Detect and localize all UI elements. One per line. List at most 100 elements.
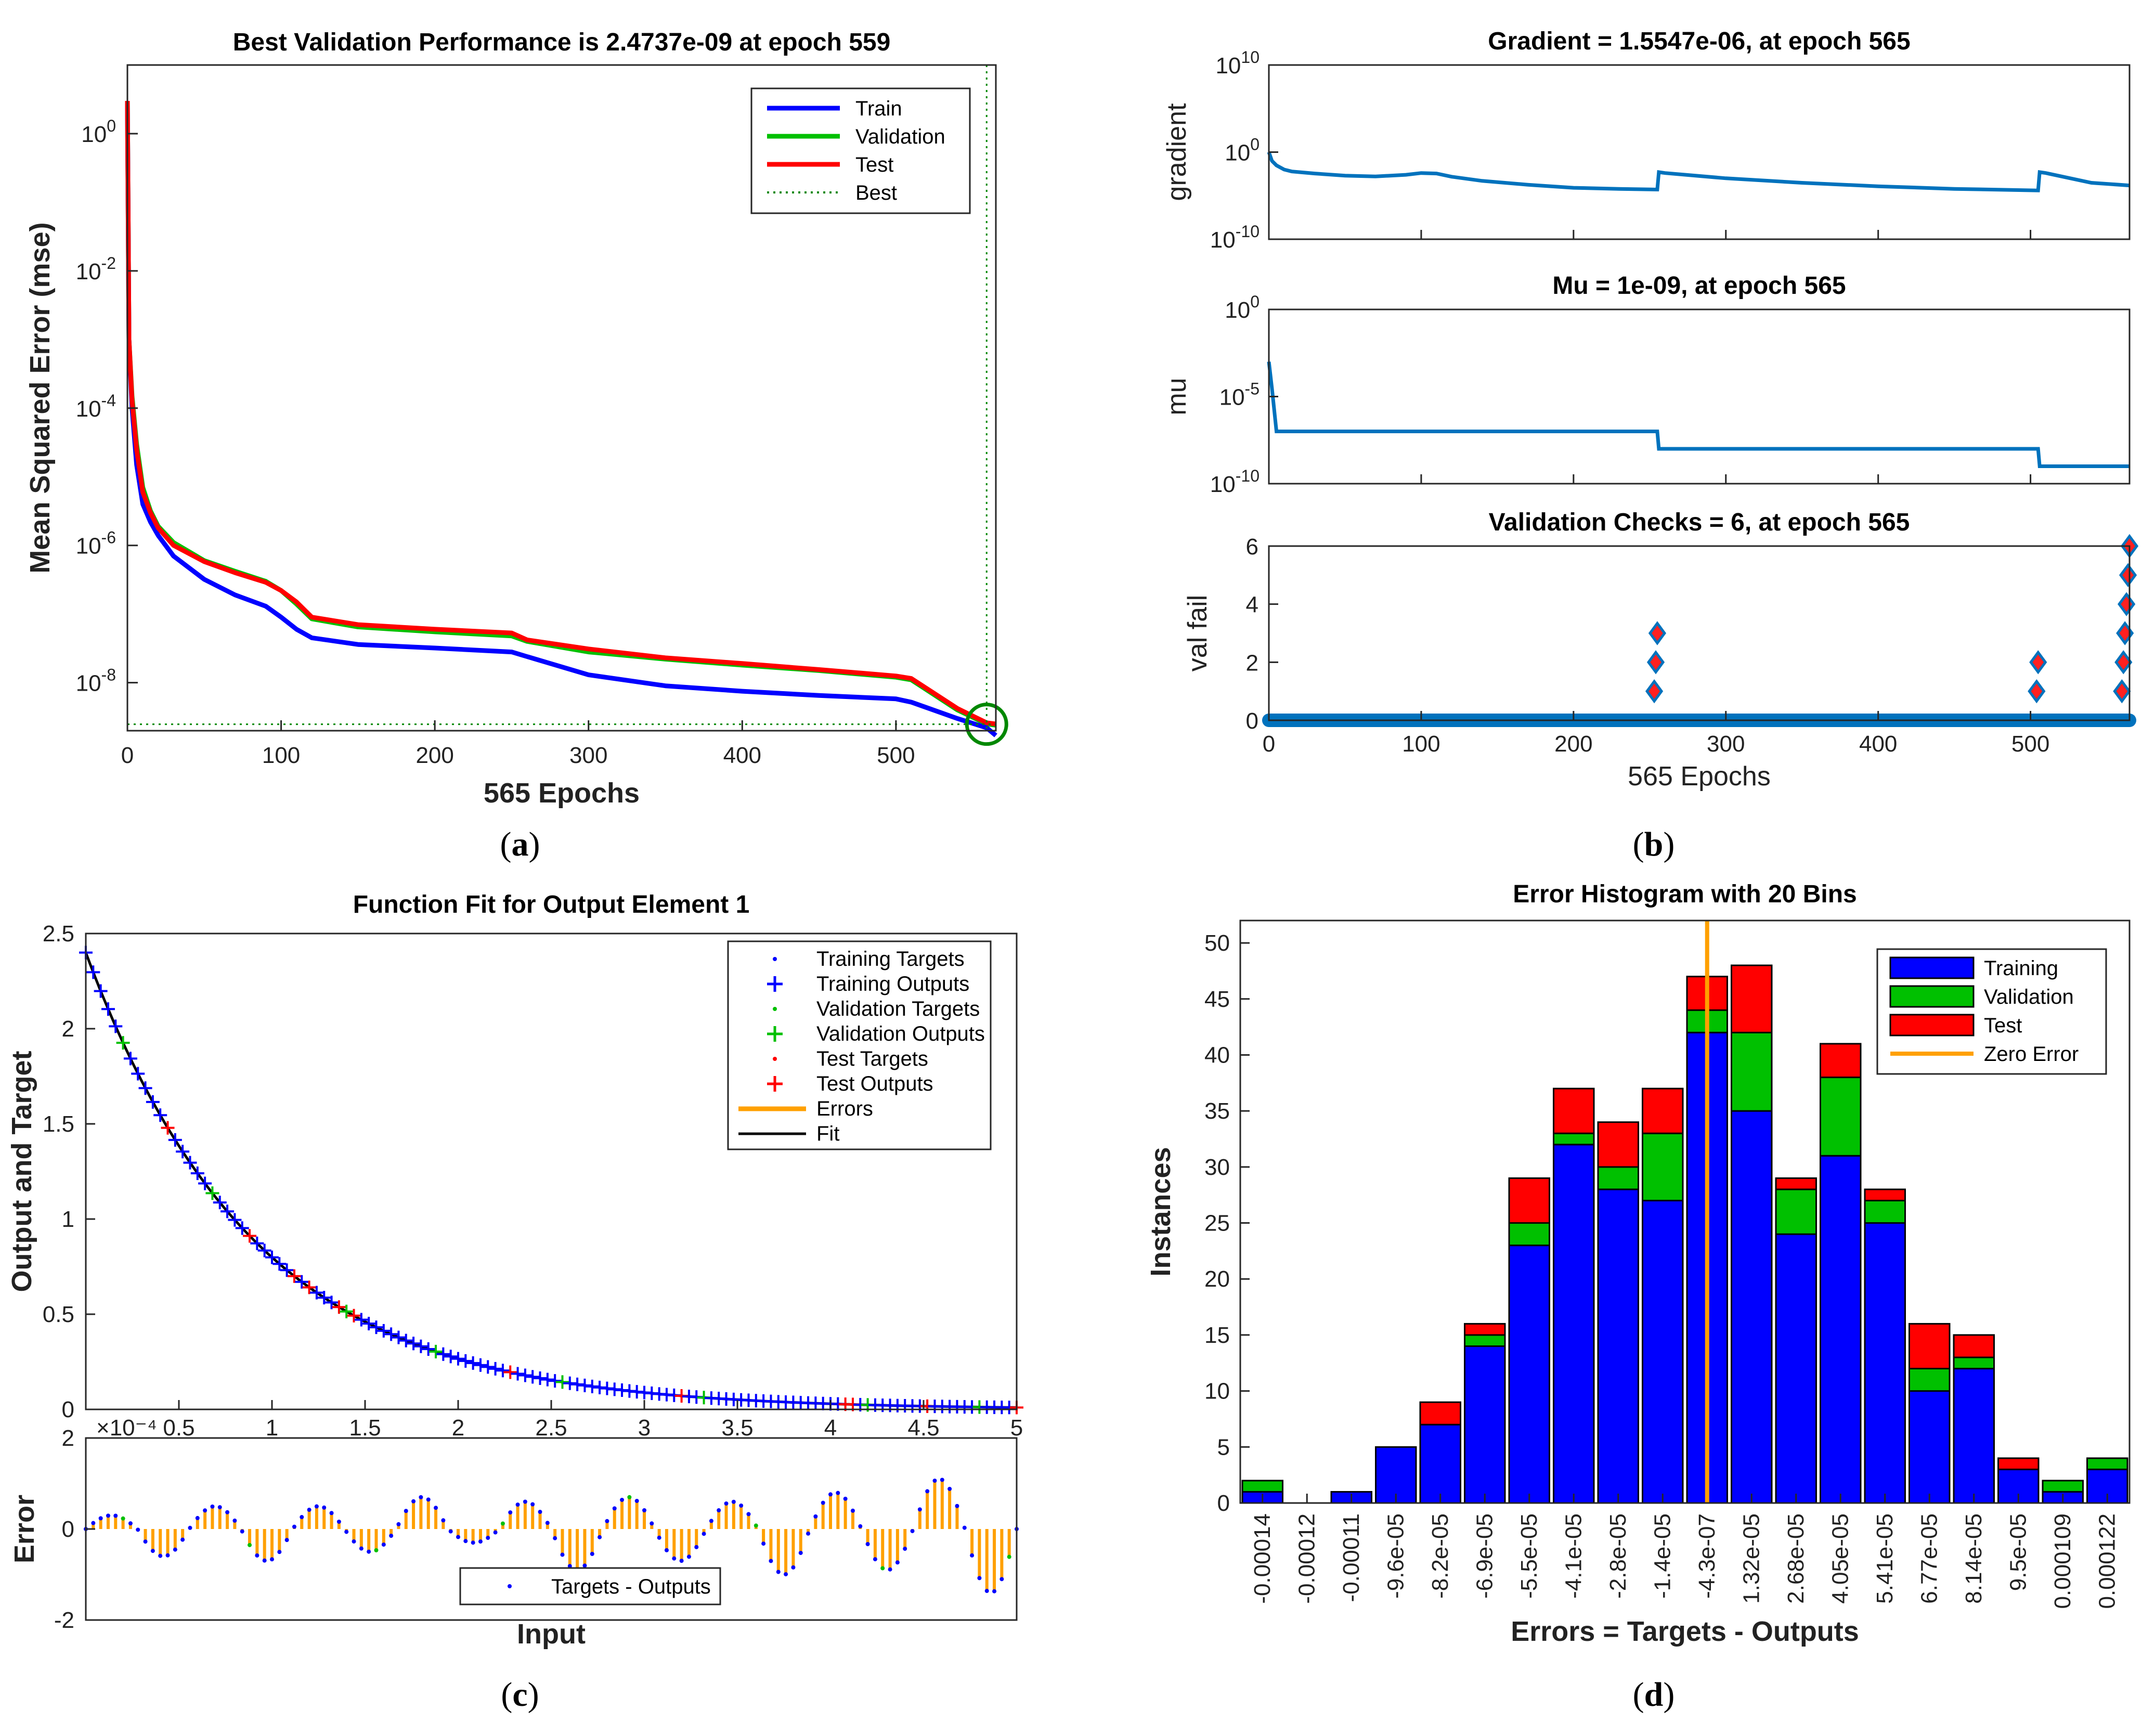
legend-label: Train: [855, 97, 902, 120]
legend-label: Validation: [855, 125, 945, 148]
x-tick-label: 0.000122: [2094, 1513, 2120, 1609]
bar-training: [1953, 1368, 1995, 1504]
error-point: [500, 1521, 505, 1526]
y-tick-label: 10-10: [1210, 222, 1260, 253]
output-marker: [466, 1356, 480, 1370]
error-point: [292, 1524, 296, 1529]
y-tick-label: 0: [62, 1517, 74, 1542]
error-point: [709, 1519, 713, 1523]
output-marker: [526, 1370, 540, 1384]
error-point: [888, 1567, 892, 1572]
error-point: [650, 1521, 654, 1526]
error-point: [217, 1505, 222, 1510]
x-exponent-note: ×10⁻⁴: [96, 1415, 157, 1441]
bar-test: [1464, 1323, 1506, 1336]
output-marker: [414, 1339, 428, 1353]
series-line-train: [125, 100, 997, 737]
y-tick-label: 0.5: [43, 1302, 74, 1327]
error-point: [724, 1501, 729, 1506]
caption-b: (b): [1633, 825, 1675, 863]
x-tick-label: 4.5: [907, 1415, 939, 1441]
error-point: [404, 1509, 408, 1513]
output-marker: [496, 1364, 510, 1378]
output-marker: [421, 1342, 435, 1356]
output-marker: [399, 1333, 413, 1348]
error-point: [143, 1539, 148, 1544]
output-marker: [377, 1324, 391, 1338]
x-tick-label: 4.05e-05: [1827, 1513, 1853, 1604]
x-tick-label: 2.5: [535, 1415, 567, 1441]
error-point: [515, 1502, 520, 1507]
error-point: [478, 1539, 483, 1544]
error-point: [322, 1505, 327, 1510]
bar-test: [1553, 1087, 1595, 1134]
output-marker: [168, 1133, 182, 1147]
error-point: [754, 1523, 758, 1528]
error-point: [560, 1552, 565, 1557]
legend-label: Training Targets: [816, 948, 965, 970]
output-marker: [369, 1320, 383, 1335]
error-point: [739, 1503, 744, 1508]
bar-validation: [1508, 1222, 1550, 1247]
x-tick-label: 500: [2011, 731, 2049, 757]
output-marker: [190, 1167, 204, 1180]
y-axis-label: Output and Target: [6, 1051, 37, 1292]
bar-validation: [1241, 1480, 1283, 1493]
output-marker: [459, 1354, 473, 1368]
legend-swatch: [508, 1584, 512, 1588]
bar-validation: [1553, 1132, 1595, 1146]
x-tick-label: 300: [569, 743, 607, 768]
y-tick-label: 35: [1204, 1098, 1230, 1124]
bar-validation: [1820, 1077, 1862, 1157]
x-tick-label: 1: [266, 1415, 278, 1441]
error-point: [255, 1553, 259, 1558]
x-tick-label: 200: [416, 743, 453, 768]
x-tick-label: -4.1e-05: [1561, 1513, 1586, 1599]
panel-c: 0 0.5 1 1.5 2 2.5 0.5 1 1.5 2 2.5 3 3.5 4 4.5 5 ×10⁻⁴ Fun…: [6, 891, 1023, 1650]
x-tick-label: 0.5: [163, 1415, 194, 1441]
val-fail-marker: [1645, 679, 1664, 704]
bar-training: [1909, 1390, 1951, 1504]
y-tick-label: 2: [1246, 650, 1258, 676]
output-marker: [302, 1280, 316, 1294]
output-marker: [86, 965, 100, 979]
output-marker: [332, 1300, 346, 1314]
bar-training: [1553, 1144, 1595, 1504]
y-axis-label: val fail: [1183, 595, 1213, 671]
error-point: [367, 1549, 371, 1554]
plot-area-b3: [1269, 546, 2130, 720]
y-tick-label: 50: [1204, 930, 1230, 956]
error-point: [903, 1546, 907, 1551]
x-tick-label: 2: [452, 1415, 464, 1441]
output-marker: [362, 1316, 376, 1330]
error-point: [493, 1530, 498, 1535]
y-tick-label: 30: [1204, 1155, 1230, 1180]
legend-box: [727, 940, 992, 1150]
output-marker: [563, 1376, 577, 1390]
axes-box-b3: [1268, 545, 2131, 721]
y-tick-label: 10-2: [76, 254, 116, 284]
output-marker: [555, 1375, 569, 1389]
output-marker: [205, 1186, 219, 1200]
error-point: [121, 1516, 125, 1521]
output-marker: [198, 1176, 212, 1190]
bar-validation: [2042, 1480, 2084, 1493]
caption-c: (c): [501, 1676, 539, 1714]
error-point: [761, 1541, 766, 1546]
x-tick-label: 100: [1402, 731, 1440, 757]
mu-line: [1267, 361, 2130, 468]
bar-test: [1642, 1087, 1684, 1134]
error-point: [471, 1540, 475, 1545]
error-point: [865, 1541, 870, 1546]
error-point: [746, 1512, 751, 1517]
y-tick-label: 100: [81, 116, 116, 147]
error-point: [270, 1557, 274, 1562]
legend-swatch: [1889, 956, 1975, 979]
y-tick-label: 10-10: [1210, 467, 1260, 497]
legend-swatch: [1889, 1014, 1975, 1037]
error-point: [195, 1515, 200, 1520]
gradient-line: [1267, 151, 2130, 192]
x-tick-label: -6.9e-05: [1472, 1513, 1497, 1599]
legend-swatch: [773, 957, 777, 961]
error-point: [426, 1497, 431, 1502]
